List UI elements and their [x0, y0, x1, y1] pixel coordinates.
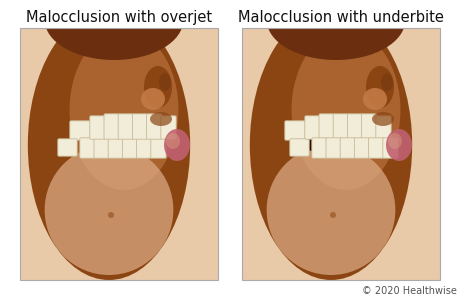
- FancyBboxPatch shape: [347, 114, 362, 139]
- Ellipse shape: [266, 145, 394, 275]
- Ellipse shape: [45, 0, 183, 60]
- Ellipse shape: [329, 212, 335, 218]
- FancyBboxPatch shape: [136, 138, 151, 158]
- FancyBboxPatch shape: [58, 139, 77, 156]
- FancyBboxPatch shape: [375, 116, 390, 139]
- Ellipse shape: [141, 88, 165, 110]
- Ellipse shape: [164, 129, 190, 161]
- Ellipse shape: [380, 73, 392, 91]
- Bar: [20, 28, 218, 280]
- Bar: [20, 28, 218, 280]
- Ellipse shape: [81, 119, 166, 154]
- Ellipse shape: [385, 129, 411, 161]
- FancyBboxPatch shape: [146, 114, 162, 139]
- FancyBboxPatch shape: [161, 116, 176, 139]
- FancyBboxPatch shape: [368, 138, 383, 158]
- Bar: [241, 28, 439, 280]
- FancyBboxPatch shape: [325, 138, 341, 158]
- Ellipse shape: [365, 66, 393, 108]
- Ellipse shape: [266, 0, 404, 60]
- Ellipse shape: [371, 112, 393, 126]
- Ellipse shape: [362, 88, 386, 110]
- FancyBboxPatch shape: [353, 138, 369, 158]
- Ellipse shape: [45, 145, 173, 275]
- FancyBboxPatch shape: [318, 114, 334, 139]
- FancyBboxPatch shape: [332, 114, 348, 139]
- Ellipse shape: [249, 10, 411, 280]
- FancyBboxPatch shape: [311, 138, 326, 158]
- FancyBboxPatch shape: [79, 138, 95, 158]
- FancyBboxPatch shape: [104, 114, 119, 139]
- FancyBboxPatch shape: [108, 138, 123, 158]
- Ellipse shape: [144, 66, 172, 108]
- FancyBboxPatch shape: [94, 138, 109, 158]
- FancyBboxPatch shape: [90, 116, 105, 139]
- FancyBboxPatch shape: [132, 114, 147, 139]
- FancyBboxPatch shape: [361, 114, 376, 139]
- Ellipse shape: [28, 10, 190, 280]
- Text: © 2020 Healthwise: © 2020 Healthwise: [361, 286, 456, 296]
- Ellipse shape: [166, 133, 179, 149]
- FancyBboxPatch shape: [70, 121, 90, 140]
- FancyBboxPatch shape: [122, 138, 138, 158]
- Bar: [241, 28, 439, 280]
- FancyBboxPatch shape: [118, 114, 133, 139]
- FancyBboxPatch shape: [284, 121, 304, 140]
- FancyBboxPatch shape: [340, 138, 355, 158]
- FancyBboxPatch shape: [382, 138, 397, 158]
- FancyBboxPatch shape: [289, 139, 308, 156]
- Ellipse shape: [387, 133, 401, 149]
- Ellipse shape: [291, 30, 400, 190]
- Ellipse shape: [159, 73, 171, 91]
- Text: Malocclusion with overjet: Malocclusion with overjet: [26, 10, 212, 25]
- Ellipse shape: [108, 212, 114, 218]
- Ellipse shape: [150, 112, 172, 126]
- Ellipse shape: [69, 30, 178, 190]
- Text: Malocclusion with underbite: Malocclusion with underbite: [238, 10, 443, 25]
- Ellipse shape: [297, 118, 384, 156]
- FancyBboxPatch shape: [304, 116, 319, 139]
- FancyBboxPatch shape: [151, 138, 166, 158]
